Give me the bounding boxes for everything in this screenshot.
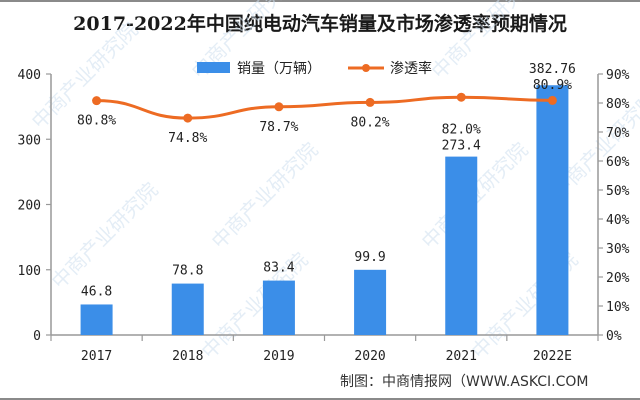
sales-data-label: 99.9 bbox=[354, 250, 385, 265]
chart-title: 2017-2022年中国纯电动汽车销量及市场渗透率预期情况 bbox=[73, 13, 567, 35]
x-axis-label: 2021 bbox=[446, 349, 477, 364]
left-axis-tick-label: 400 bbox=[18, 68, 41, 83]
watermark-text: 中商产业研究院 bbox=[427, 0, 543, 84]
rate-data-label: 82.0% bbox=[442, 123, 481, 138]
x-axis-label: 2019 bbox=[263, 349, 294, 364]
right-axis-tick-label: 80% bbox=[606, 97, 630, 112]
legend-line-marker bbox=[362, 64, 370, 72]
bar-2019 bbox=[262, 280, 295, 335]
rate-data-label: 80.9% bbox=[533, 78, 572, 93]
sales-data-label: 46.8 bbox=[81, 284, 112, 299]
watermark-text: 中商产业研究院 bbox=[197, 248, 313, 364]
watermark-text: 中商产业研究院 bbox=[47, 178, 163, 294]
right-axis-tick-label: 10% bbox=[606, 300, 630, 315]
x-axis-label: 2017 bbox=[81, 349, 112, 364]
legend-bar-swatch bbox=[197, 62, 230, 73]
penetration-rate-line bbox=[96, 95, 553, 120]
right-axis-tick-label: 20% bbox=[606, 271, 630, 286]
sales-data-label: 273.4 bbox=[442, 139, 481, 154]
sales-data-label: 83.4 bbox=[263, 261, 294, 276]
penetration-rate-point bbox=[456, 92, 466, 102]
rate-data-label: 78.7% bbox=[259, 120, 298, 135]
rate-data-label: 80.2% bbox=[351, 115, 390, 130]
legend-bar-label: 销量（万辆） bbox=[237, 61, 321, 77]
legend-line-label: 渗透率 bbox=[390, 60, 432, 77]
bar-2021 bbox=[445, 156, 478, 335]
right-axis-tick-label: 50% bbox=[606, 184, 630, 199]
rate-data-label: 80.8% bbox=[77, 114, 116, 129]
bar-2018 bbox=[171, 283, 204, 335]
watermark-text: 中商产业研究院 bbox=[207, 138, 323, 254]
bar-2017 bbox=[80, 304, 113, 335]
bar-2022E bbox=[536, 85, 569, 335]
right-axis-tick-label: 60% bbox=[606, 155, 630, 170]
left-axis-tick-label: 0 bbox=[33, 329, 41, 344]
right-axis-tick-label: 30% bbox=[606, 242, 630, 257]
penetration-rate-point bbox=[92, 96, 102, 106]
penetration-rate-point bbox=[365, 97, 375, 107]
sales-data-label: 382.76 bbox=[529, 62, 576, 77]
bar-2020 bbox=[354, 269, 387, 335]
left-axis-tick-label: 100 bbox=[18, 264, 41, 279]
right-axis-tick-label: 0% bbox=[606, 329, 622, 344]
x-axis-label: 2020 bbox=[354, 349, 385, 364]
rate-data-label: 74.8% bbox=[168, 131, 207, 146]
left-axis-tick-label: 300 bbox=[18, 133, 41, 148]
penetration-rate-point bbox=[183, 113, 193, 123]
left-axis-tick-label: 200 bbox=[18, 199, 41, 214]
x-axis-label: 2018 bbox=[172, 349, 203, 364]
x-axis-label: 2022E bbox=[533, 349, 572, 364]
sales-data-label: 78.8 bbox=[172, 264, 203, 279]
right-axis-tick-label: 40% bbox=[606, 213, 630, 228]
penetration-rate-point bbox=[274, 102, 284, 112]
right-axis-tick-label: 90% bbox=[606, 68, 630, 83]
penetration-rate-point bbox=[547, 95, 557, 105]
right-axis-tick-label: 70% bbox=[606, 126, 630, 141]
source-credit: 制图：中商情报网（WWW.ASKCI.COM bbox=[340, 374, 589, 390]
